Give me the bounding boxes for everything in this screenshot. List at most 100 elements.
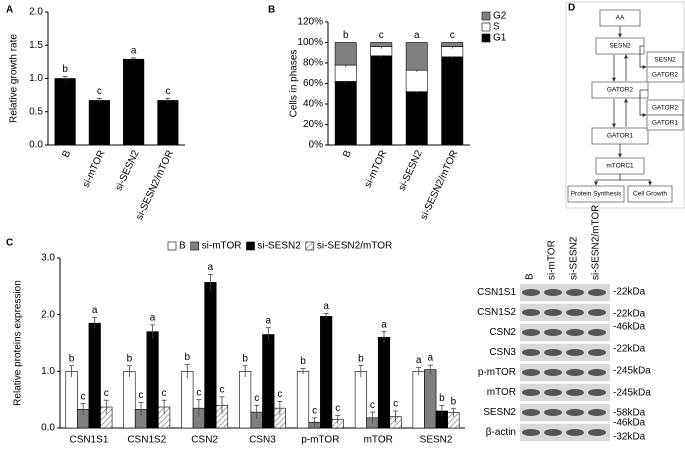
significance-label: b (62, 64, 68, 75)
band (588, 409, 606, 416)
x-tick-label: B (341, 148, 354, 159)
y-tick-label: 2.0 (41, 309, 55, 320)
band (566, 309, 584, 316)
y-tick-label: 80% (303, 58, 323, 69)
significance-label: a (92, 305, 98, 316)
column-label: B (525, 273, 536, 280)
row-label: β-actin (486, 427, 516, 438)
size-marker: -245kDa (613, 388, 651, 399)
significance-label: c (81, 391, 86, 402)
row-label: p-mTOR (478, 367, 516, 378)
y-axis-label: Cells in phases (289, 50, 300, 118)
row-label: mTOR (487, 387, 516, 398)
legend-label: G2 (493, 11, 507, 22)
band (566, 429, 584, 436)
node: GATOR1 (607, 133, 634, 140)
bar (405, 42, 428, 71)
y-tick-label: 100% (297, 37, 323, 48)
bar (204, 282, 217, 429)
band (544, 409, 562, 416)
band (566, 289, 584, 296)
blot-strip (520, 344, 610, 361)
band (566, 409, 584, 416)
size-marker: -46kDa (613, 322, 646, 333)
legend-swatch (481, 33, 491, 43)
x-tick-label: SESN2 (420, 435, 453, 446)
panel-label: D (568, 3, 575, 14)
size-marker: -245kDa (613, 366, 651, 377)
x-tick-label: CSN3 (249, 435, 276, 446)
significance-label: a (131, 46, 137, 57)
column-label: si-SESN2 (569, 236, 580, 280)
bar (354, 371, 367, 429)
y-tick-label: 120% (297, 17, 323, 28)
band (544, 309, 562, 316)
legend-swatch (167, 241, 177, 251)
significance-label: c (97, 86, 102, 97)
x-tick-label: si-mTOR (81, 149, 108, 190)
band (588, 429, 606, 436)
blot-strip (520, 404, 610, 421)
significance-label: c (165, 86, 170, 97)
node: GATOR2 (652, 72, 679, 79)
significance-label: a (150, 313, 156, 324)
band (522, 349, 540, 356)
size-marker: -22kDa (613, 344, 646, 355)
significance-label: c (104, 388, 109, 399)
significance-label: c (162, 388, 167, 399)
diagram: AA SESN2 GATOR2 GATOR1 mTORC1 Protein Sy… (565, 1, 685, 209)
size-marker: -22kDa (613, 287, 646, 298)
band (588, 369, 606, 376)
significance-label: b (185, 352, 191, 363)
bar (441, 56, 464, 146)
node: GATOR2 (652, 105, 679, 112)
legend-label: G1 (493, 33, 507, 44)
row-label: SESN2 (483, 407, 516, 418)
x-tick-label: si-SESN2/mTOR (419, 149, 461, 222)
bar (334, 81, 357, 146)
bar (239, 371, 252, 429)
panel-label: B (268, 5, 275, 16)
size-marker: -32kDa (613, 432, 646, 443)
bar (424, 369, 437, 429)
significance-label: b (69, 353, 75, 364)
significance-label: b (358, 353, 364, 364)
y-tick-label: 1.0 (41, 366, 55, 377)
blot-strip (520, 364, 610, 381)
node: SESN2 (609, 43, 631, 50)
row-label: CSN1S2 (477, 307, 516, 318)
band (566, 329, 584, 336)
bar (88, 100, 110, 146)
y-tick-label: 20% (303, 119, 323, 130)
y-tick-label: 60% (303, 78, 323, 89)
band (522, 329, 540, 336)
bar (157, 100, 179, 146)
y-tick-label: 3.0 (41, 253, 55, 264)
band (588, 349, 606, 356)
x-tick-label: mTOR (364, 435, 393, 446)
significance-label: c (450, 30, 455, 41)
significance-label: c (370, 400, 375, 411)
band (522, 389, 540, 396)
size-marker: -22kDa (613, 309, 646, 320)
bar (181, 371, 194, 429)
node: GATOR1 (652, 120, 679, 127)
significance-label: c (379, 30, 384, 41)
y-tick-label: 0.5 (29, 106, 43, 117)
band (588, 389, 606, 396)
y-axis-label: Relative growth rate (9, 34, 20, 123)
significance-label: c (393, 399, 398, 410)
legend-swatch (481, 22, 491, 32)
row-label: CSN2 (489, 327, 516, 338)
column-label: si-mTOR (547, 240, 558, 280)
blot-strip (520, 284, 610, 301)
legend-label: si-SESN2/mTOR (317, 241, 392, 252)
band (566, 369, 584, 376)
legend-swatch (305, 241, 315, 251)
legend-label: S (493, 22, 500, 33)
size-marker: -46kDa (613, 418, 646, 429)
legend-swatch (246, 241, 255, 251)
band (588, 309, 606, 316)
bar (405, 69, 428, 93)
